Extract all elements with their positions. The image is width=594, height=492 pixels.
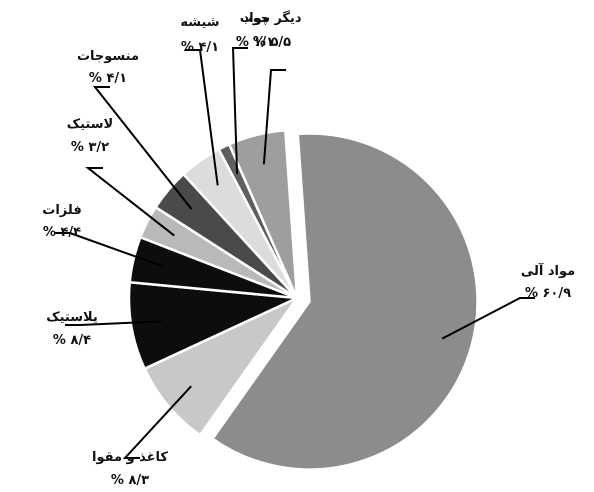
pie-slice: [227, 129, 299, 300]
leader-line: [262, 69, 286, 165]
slice-value-label: ۳/۲ %: [71, 140, 109, 155]
slice-value-label: ۶۰/۹ %: [525, 286, 571, 301]
slice-value-label: ۸/۳ %: [111, 473, 149, 488]
slice-label: منسوجات: [77, 49, 139, 64]
slice-value-label: ۴/۱ %: [89, 71, 127, 86]
slice-value-label: ۴/۱ %: [181, 40, 219, 55]
slice-label: مواد آلی: [521, 262, 575, 279]
leader-line: [122, 385, 192, 459]
pie-slice: [211, 132, 479, 471]
slice-label: پلاستیک: [46, 310, 97, 325]
leader-line: [85, 167, 175, 237]
leader-line: [55, 232, 164, 268]
slice-label: دیگر مواد: [242, 10, 301, 26]
slice-label: شیشه: [180, 15, 219, 30]
leader-line: [185, 49, 219, 186]
slice-label: لاستیک: [67, 117, 113, 132]
leader-line: [65, 320, 162, 326]
slice-label: چوب: [240, 11, 271, 26]
slice-label: کاغذ و مقوا: [92, 450, 168, 465]
slice-value-label: ۸/۴ %: [53, 333, 91, 348]
pie-slice: [143, 296, 299, 437]
slice-value-label: ۴/۴ %: [43, 225, 81, 240]
pie-slice: [127, 281, 299, 370]
leader-line: [231, 47, 248, 174]
leader-line: [441, 297, 535, 340]
leader-line: [92, 86, 193, 210]
slice-value-label: ۱/۱ %: [236, 35, 274, 50]
slice-value-label: ۵/۵ %: [253, 35, 291, 50]
slice-label: فلزات: [42, 203, 81, 218]
